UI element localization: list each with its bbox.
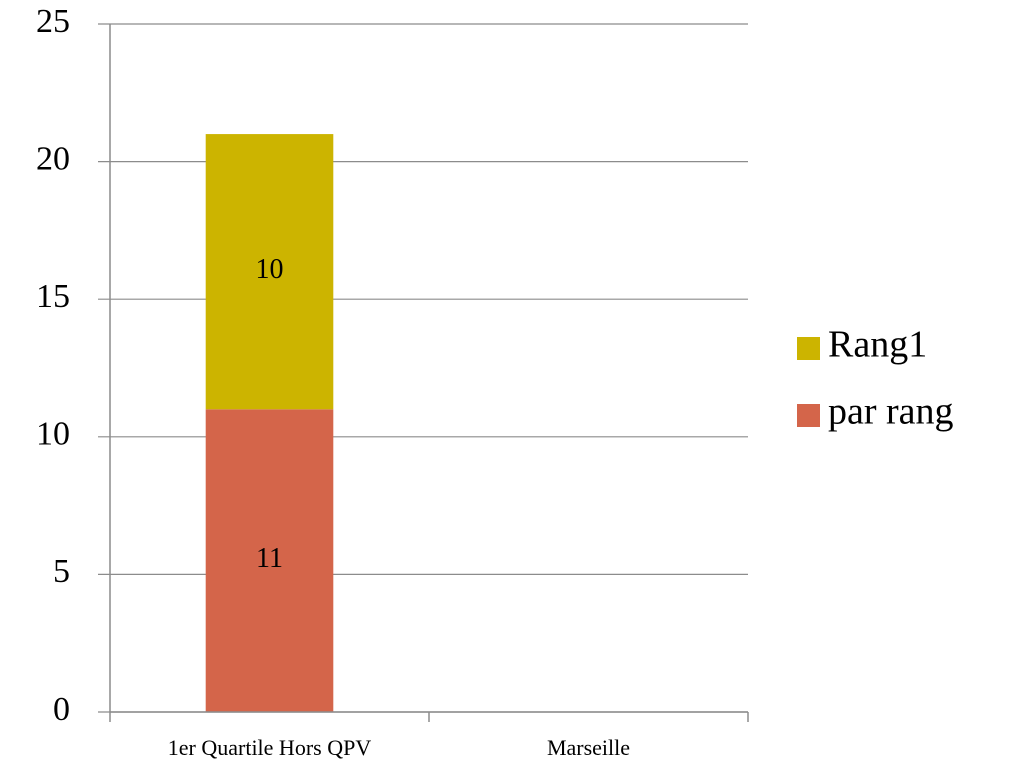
x-tick-label: 1er Quartile Hors QPV (168, 735, 372, 760)
legend-swatch (797, 404, 820, 427)
legend-label: Rang1 (828, 324, 927, 366)
legend-label: par rang (828, 391, 954, 433)
data-label: 10 (256, 254, 284, 285)
bar-segment (205, 409, 334, 712)
y-tick-label: 5 (53, 553, 70, 590)
y-tick-label: 15 (36, 278, 70, 315)
data-label: 11 (256, 543, 283, 574)
legend-swatch (797, 337, 820, 360)
bar-segment (205, 134, 334, 410)
x-tick-label: Marseille (547, 735, 630, 760)
y-tick-label: 0 (53, 691, 70, 728)
y-tick-label: 10 (36, 416, 70, 453)
y-tick-label: 20 (36, 140, 70, 177)
y-tick-label: 25 (36, 3, 70, 40)
